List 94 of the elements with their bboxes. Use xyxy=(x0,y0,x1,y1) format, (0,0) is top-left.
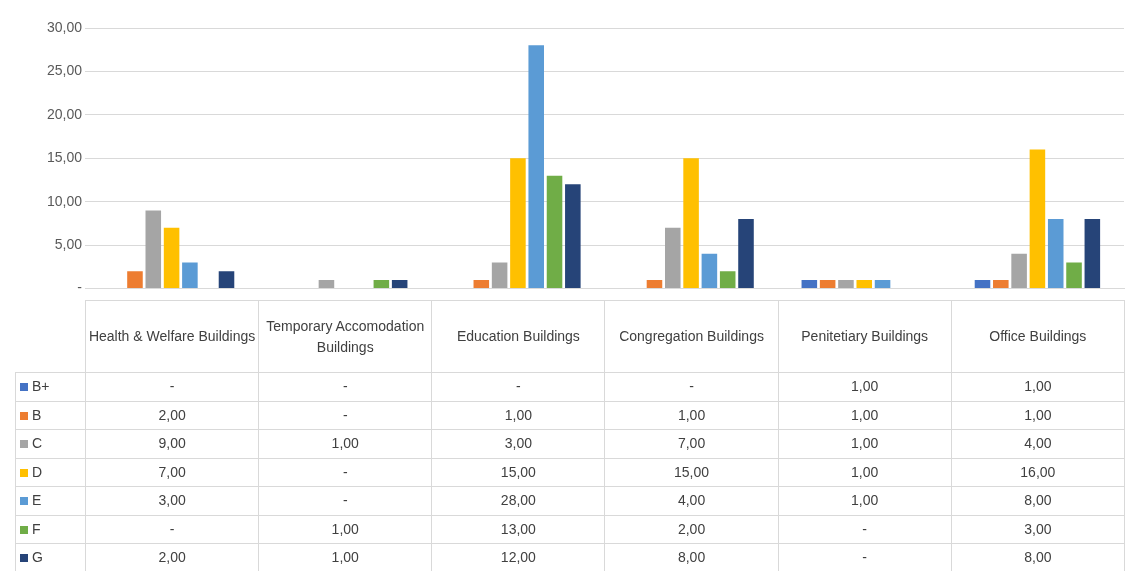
data-label: 1,00 xyxy=(604,401,779,430)
data-label: 1,00 xyxy=(951,401,1125,430)
bar xyxy=(874,279,891,289)
bar xyxy=(218,271,235,289)
bar xyxy=(163,227,180,289)
bar xyxy=(182,262,198,289)
bar xyxy=(1084,219,1101,289)
bar xyxy=(683,158,699,289)
data-label: 3,00 xyxy=(431,429,605,458)
legend-label: C xyxy=(15,429,86,458)
data-label: 3,00 xyxy=(951,515,1125,544)
bar xyxy=(546,175,563,289)
bar xyxy=(565,184,581,289)
bar xyxy=(665,227,681,289)
y-tick-label: 20,00 xyxy=(46,105,83,122)
bar xyxy=(1011,253,1027,289)
bar xyxy=(819,279,836,289)
legend-label: F xyxy=(15,515,86,544)
data-label: 1,00 xyxy=(258,429,432,458)
data-label: 8,00 xyxy=(951,486,1125,515)
data-label: 12,00 xyxy=(431,543,605,571)
y-tick-label: 10,00 xyxy=(46,192,83,209)
data-label: 28,00 xyxy=(431,486,605,515)
text: - xyxy=(862,520,868,537)
data-label: 16,00 xyxy=(951,458,1125,487)
x-tick-label: Congregation Buildings xyxy=(604,300,779,373)
data-label: 1,00 xyxy=(778,401,952,430)
bar xyxy=(528,45,544,289)
legend-label: G xyxy=(15,543,86,571)
data-label: 1,00 xyxy=(258,543,432,571)
legend-label: E xyxy=(15,486,86,515)
data-label: 8,00 xyxy=(604,543,779,571)
legend-label: B+ xyxy=(15,372,86,401)
x-tick-label: Health & Welfare Buildings xyxy=(85,300,259,373)
bar xyxy=(974,279,991,289)
data-label: 4,00 xyxy=(604,486,779,515)
data-label: 1,00 xyxy=(258,515,432,544)
x-tick-label: Education Buildings xyxy=(431,300,605,373)
data-label: 8,00 xyxy=(951,543,1125,571)
text: - xyxy=(342,463,348,480)
bar xyxy=(801,279,818,289)
data-label: 4,00 xyxy=(951,429,1125,458)
bar xyxy=(373,279,390,289)
bar xyxy=(491,262,508,289)
data-label: 15,00 xyxy=(431,458,605,487)
bar xyxy=(719,271,736,289)
bar xyxy=(701,253,718,289)
data-label: 1,00 xyxy=(778,429,952,458)
data-label: 7,00 xyxy=(604,429,779,458)
text: - xyxy=(862,549,868,566)
legend-label: B xyxy=(15,401,86,430)
bar xyxy=(738,219,754,289)
bar xyxy=(993,279,1009,289)
bar xyxy=(646,279,663,289)
y-tick-label: 5,00 xyxy=(54,236,83,253)
bar xyxy=(473,279,490,289)
bar xyxy=(838,279,854,289)
data-label: 2,00 xyxy=(604,515,779,544)
legend-label: D xyxy=(15,458,86,487)
data-label: 9,00 xyxy=(85,429,259,458)
text: - xyxy=(169,520,175,537)
y-tick-label: 25,00 xyxy=(46,62,83,79)
y-tick-label: 15,00 xyxy=(46,149,83,166)
data-label: 1,00 xyxy=(431,401,605,430)
x-tick-label: Office Buildings xyxy=(951,300,1125,373)
y-tick-label: 30,00 xyxy=(46,18,83,35)
data-label: 13,00 xyxy=(431,515,605,544)
data-label: 1,00 xyxy=(778,458,952,487)
data-label: 3,00 xyxy=(85,486,259,515)
x-tick-label: Temporary Accomodation Buildings xyxy=(258,300,432,373)
bar xyxy=(127,271,143,289)
text: - xyxy=(342,492,348,509)
bar xyxy=(391,279,408,289)
data-label: 1,00 xyxy=(951,372,1125,401)
text: - xyxy=(342,406,348,423)
bar xyxy=(145,210,162,289)
bar xyxy=(1047,219,1064,289)
text: - xyxy=(342,378,348,395)
y-tick-label: - xyxy=(77,279,83,296)
data-label: 2,00 xyxy=(85,543,259,571)
bar xyxy=(1029,149,1046,289)
text: - xyxy=(689,378,694,395)
data-label: 1,00 xyxy=(778,486,952,515)
bar xyxy=(1066,262,1082,289)
bar xyxy=(318,279,335,289)
data-label: 2,00 xyxy=(85,401,259,430)
x-tick-label: Penitetiary Buildings xyxy=(778,300,952,373)
data-label: 1,00 xyxy=(778,372,952,401)
text: - xyxy=(516,378,521,395)
bar xyxy=(856,279,873,289)
data-label: 15,00 xyxy=(604,458,779,487)
text: - xyxy=(169,378,175,395)
bar xyxy=(510,158,526,289)
data-label: 7,00 xyxy=(85,458,259,487)
